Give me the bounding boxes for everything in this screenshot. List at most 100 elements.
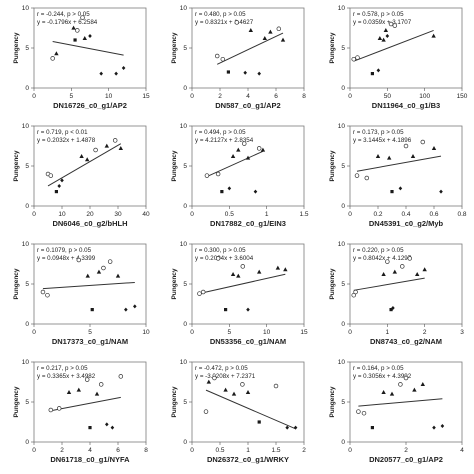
data-point bbox=[200, 289, 206, 295]
correlation-label: r = 0.578, p > 0.05 bbox=[353, 11, 404, 18]
data-point bbox=[440, 424, 445, 428]
data-point bbox=[121, 66, 126, 70]
x-axis-label: DN61718_c0_g1/NYFA bbox=[50, 455, 130, 464]
scatter-panel-10: 0 5 10 0 2 4 6 8 DN61718_c0_g1/NYFA Pungency r = 0… bbox=[13, 359, 148, 464]
data-point bbox=[82, 36, 87, 40]
data-point bbox=[236, 147, 241, 152]
data-point bbox=[370, 72, 374, 76]
data-point bbox=[107, 259, 113, 264]
data-point bbox=[104, 143, 109, 148]
scatter-panel-7: 0 5 10 0 5 10 DN17373_c0_g1/NAM Pungency r = 0.1… bbox=[13, 241, 150, 346]
correlation-label: r = 0.480, p > 0.05 bbox=[195, 11, 246, 18]
data-point bbox=[381, 272, 386, 276]
data-point bbox=[361, 410, 367, 416]
x-tick-label: 0 bbox=[32, 329, 36, 336]
data-point bbox=[227, 186, 232, 191]
trend-line bbox=[47, 143, 122, 187]
data-point bbox=[398, 382, 403, 387]
data-point bbox=[230, 154, 236, 158]
y-axis-label: Pungency bbox=[171, 386, 178, 417]
y-tick-label: 0 bbox=[341, 85, 345, 92]
data-point bbox=[124, 307, 128, 312]
y-axis-label: Pungency bbox=[329, 268, 336, 299]
y-axis-label: Pungency bbox=[13, 386, 20, 417]
scatter-panel-9: 0 5 10 0 1 2 3 DN8743_c0_g2/NAM Pungency r = 0.22… bbox=[329, 241, 464, 346]
data-point bbox=[220, 56, 226, 62]
data-point bbox=[388, 21, 394, 27]
y-tick-label: 10 bbox=[22, 241, 30, 248]
scatter-panel-5: 0 5 10 0 0.5 1 1.5 DN17882_c0_g1/EIN3 Pungency r … bbox=[171, 123, 309, 228]
y-tick-label: 0 bbox=[25, 439, 29, 446]
data-point bbox=[226, 70, 230, 74]
data-point bbox=[410, 154, 416, 158]
data-point bbox=[422, 267, 427, 272]
x-tick-label: 30 bbox=[114, 211, 122, 218]
y-tick-label: 10 bbox=[180, 241, 188, 248]
x-tick-label: 0 bbox=[190, 93, 194, 100]
y-tick-label: 5 bbox=[341, 399, 345, 406]
data-point bbox=[96, 269, 102, 274]
x-tick-label: 0 bbox=[348, 447, 352, 454]
regression-equation: y = -3.0208x + 7.2371 bbox=[195, 373, 256, 380]
x-tick-label: 0.5 bbox=[225, 211, 234, 218]
plot-frame bbox=[191, 125, 305, 207]
y-tick-label: 0 bbox=[183, 439, 187, 446]
data-point bbox=[54, 51, 59, 56]
data-point bbox=[280, 37, 286, 42]
x-tick-label: 0 bbox=[348, 329, 352, 336]
data-point bbox=[385, 259, 390, 264]
scatter-panel-6: 0 5 10 0 0.2 0.4 0.6 0.8 DN45391_c0_g2/Myb Pungen… bbox=[329, 123, 467, 228]
x-tick-label: 10 bbox=[263, 329, 271, 336]
data-point bbox=[76, 387, 81, 392]
data-point bbox=[432, 425, 436, 430]
data-point bbox=[84, 377, 90, 382]
data-point bbox=[403, 375, 409, 381]
data-point bbox=[431, 146, 437, 150]
data-point bbox=[60, 178, 64, 183]
data-point bbox=[275, 265, 281, 270]
y-tick-label: 0 bbox=[183, 85, 187, 92]
data-point bbox=[197, 291, 202, 296]
data-point bbox=[377, 36, 383, 40]
x-tick-label: 10 bbox=[142, 329, 150, 336]
x-tick-label: 5 bbox=[228, 329, 232, 336]
data-point bbox=[54, 190, 58, 194]
x-tick-label: 0 bbox=[190, 211, 194, 218]
x-tick-label: 0.4 bbox=[401, 211, 410, 218]
data-point bbox=[214, 53, 220, 59]
data-point bbox=[351, 56, 356, 62]
x-tick-label: 0.2 bbox=[373, 211, 382, 218]
y-tick-label: 5 bbox=[25, 281, 29, 288]
x-tick-label: 8 bbox=[144, 447, 148, 454]
x-tick-label: 6 bbox=[274, 93, 278, 100]
data-point bbox=[115, 273, 121, 278]
data-point bbox=[431, 33, 436, 38]
correlation-label: r = 0.220, p > 0.05 bbox=[353, 247, 404, 254]
x-tick-label: 2 bbox=[404, 447, 408, 454]
data-point bbox=[236, 273, 241, 278]
data-point bbox=[420, 382, 425, 386]
data-point bbox=[389, 308, 393, 312]
data-point bbox=[400, 264, 405, 269]
x-tick-label: 0.5 bbox=[215, 447, 224, 454]
x-tick-label: 150 bbox=[457, 93, 468, 100]
y-tick-label: 5 bbox=[341, 45, 345, 52]
data-point bbox=[220, 190, 224, 194]
correlation-label: r = 0.164, p > 0.05 bbox=[353, 365, 404, 372]
data-point bbox=[215, 256, 221, 261]
data-point bbox=[283, 267, 288, 272]
y-tick-label: 10 bbox=[338, 241, 346, 248]
data-point bbox=[215, 171, 221, 177]
data-point bbox=[370, 426, 374, 430]
regression-equation: y = 0.0359x + 3.1707 bbox=[353, 19, 412, 26]
data-point bbox=[403, 143, 409, 149]
scatter-panel-1: 0 5 10 0 5 10 15 DN16726_c0_g1/AP2 Pungency r = -… bbox=[13, 5, 150, 110]
y-tick-label: 0 bbox=[25, 85, 29, 92]
trend-line bbox=[199, 273, 286, 295]
y-tick-label: 5 bbox=[341, 281, 345, 288]
x-axis-label: DN11964_c0_g1/B3 bbox=[372, 101, 440, 110]
correlation-label: r = 0.719, p < 0.01 bbox=[37, 129, 88, 136]
x-tick-label: 0 bbox=[32, 447, 36, 454]
x-tick-label: 2 bbox=[60, 447, 64, 454]
data-point bbox=[240, 264, 246, 269]
